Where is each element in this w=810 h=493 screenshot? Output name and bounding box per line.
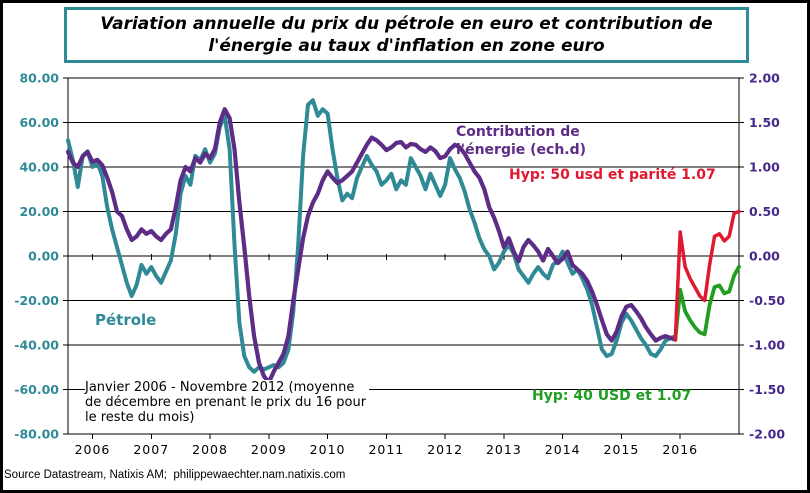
contribution-series-label: Contribution de l'énergie (ech.d)	[456, 123, 586, 159]
source-line: Source Datastream, Natixis AM; philippew…	[4, 469, 346, 481]
right-axis-tick-label: -0.50	[749, 293, 785, 308]
left-axis-tick-label: 60.00	[19, 115, 59, 130]
right-axis-tick-label: -1.00	[749, 338, 785, 353]
right-axis-tick-label: 0.00	[749, 249, 780, 264]
contribution-series-label-line1: Contribution de	[456, 124, 580, 140]
x-axis-tick-label: 2010	[310, 442, 346, 457]
contribution-series-label-line2: l'énergie (ech.d)	[456, 142, 587, 159]
x-axis-tick-label: 2013	[486, 442, 522, 457]
left-axis-tick-label: 0.00	[28, 249, 59, 264]
x-axis-tick-label: 2008	[192, 442, 228, 457]
period-note: Janvier 2006 - Novembre 2012 (moyenne de…	[85, 380, 369, 426]
right-axis-tick-label: 0.50	[749, 204, 780, 219]
x-axis-tick-label: 2011	[368, 442, 404, 457]
x-axis-tick-label: 2015	[604, 442, 640, 457]
x-axis-tick-label: 2016	[662, 442, 698, 457]
chart-title-box: Variation annuelle du prix du pétrole en…	[64, 7, 749, 64]
x-axis-tick-label: 2014	[545, 442, 581, 457]
hyp40-series-label: Hyp: 40 USD et 1.07	[532, 388, 692, 404]
left-axis-tick-label: 40.00	[19, 160, 59, 175]
x-axis-tick-label: 2012	[427, 442, 463, 457]
left-axis-tick-label: 80.00	[19, 71, 59, 86]
right-axis-tick-label: 2.00	[749, 71, 780, 86]
series-line-contribution	[65, 107, 678, 385]
chart-title-line2: l'énergie au taux d'inflation en zone eu…	[208, 36, 605, 57]
series-line-petrole	[66, 98, 678, 374]
right-axis-tick-label: 1.50	[749, 115, 780, 130]
left-axis-tick-label: -60.00	[14, 382, 59, 397]
series-line-hyp40	[673, 264, 741, 342]
left-axis-tick-label: 20.00	[19, 204, 59, 219]
hyp50-series-label: Hyp: 50 usd et parité 1.07	[509, 167, 716, 183]
right-axis-tick-label: -1.50	[749, 382, 785, 397]
right-axis-tick-label: 1.00	[749, 160, 780, 175]
chart-title-line1: Variation annuelle du prix du pétrole en…	[100, 14, 713, 34]
left-axis-tick-label: -40.00	[14, 338, 59, 353]
petrole-series-label: Pétrole	[95, 311, 157, 329]
x-axis-tick-label: 2007	[133, 442, 169, 457]
right-axis-tick-label: -2.00	[749, 427, 785, 442]
left-axis-tick-label: -20.00	[14, 293, 59, 308]
x-axis-tick-label: 2009	[251, 442, 287, 457]
left-axis-tick-label: -80.00	[14, 427, 59, 442]
series-line-hyp50	[673, 209, 741, 342]
x-axis-tick-label: 2006	[75, 442, 111, 457]
